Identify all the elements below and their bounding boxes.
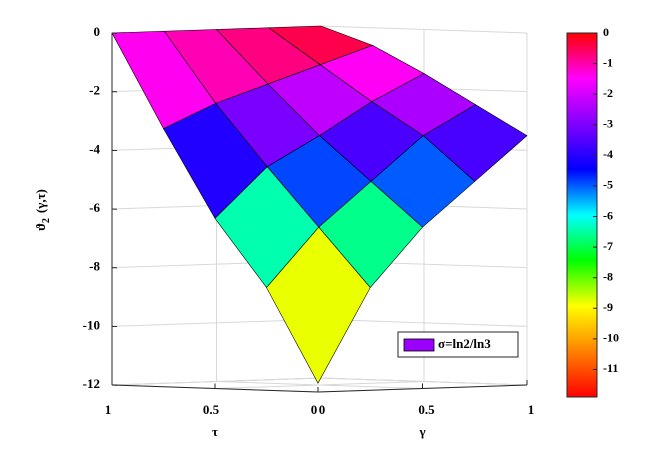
colorbar-tick-label: -5 — [603, 178, 613, 192]
z-tick-label: -2 — [89, 83, 100, 98]
colorbar-tick-label: -11 — [603, 361, 618, 375]
z-label-symbol: ϑ — [33, 223, 48, 231]
grid-line — [214, 381, 425, 389]
y-tick-label: 1 — [105, 402, 112, 417]
z-label-subscript: 2 — [41, 218, 52, 223]
legend-swatch — [403, 338, 435, 352]
colorbar-tick-label: -6 — [603, 208, 613, 222]
colorbar-tick-label: -8 — [603, 269, 613, 283]
colorbar-tick-label: -3 — [603, 117, 613, 131]
z-tick-label: -6 — [89, 200, 100, 215]
colorbar-tick-label: -4 — [603, 147, 613, 161]
x-tick-label: 0.5 — [418, 402, 435, 417]
surface — [111, 25, 528, 384]
grid-line — [111, 377, 322, 386]
z-tick-label: -8 — [89, 259, 100, 274]
z-tick-label: -10 — [83, 317, 100, 332]
z-label-args: (γ,τ) — [33, 189, 48, 213]
legend-label: σ=ln2/ln3 — [438, 336, 491, 351]
z-tick-label: 0 — [94, 24, 101, 39]
axes: 0 -2 -4 -6 -8 -10 -12 0 0.5 1 0 0.5 1 τ γ σ=ln2/ln3 — [83, 24, 535, 439]
colorbar-tick-label: 0 — [603, 25, 609, 39]
y-tick-label: 0 — [311, 402, 318, 417]
z-tick-label: -4 — [89, 141, 100, 156]
colorbar-tick-label: -2 — [603, 86, 613, 100]
colorbar-tick-label: -9 — [603, 300, 613, 314]
z-axis-label: ϑ2 (γ,τ) — [33, 189, 52, 231]
colorbar-scale — [566, 32, 598, 398]
x-tick-label: 0 — [319, 402, 326, 417]
z-tick-label: -12 — [83, 376, 100, 391]
x-tick-label: 1 — [528, 402, 535, 417]
y-tick-label: 0.5 — [203, 402, 220, 417]
colorbar-tick-label: -7 — [603, 239, 613, 253]
colorbar-tick-label: -1 — [603, 55, 613, 69]
y-axis-label: τ — [212, 424, 218, 439]
colorbar-tick-label: -10 — [603, 331, 619, 345]
colorbar: 0 -1 -2 -3 -4 -5 -6 -7 -8 -9 -10 -11 — [566, 25, 619, 398]
x-axis-label: γ — [418, 424, 425, 439]
surface-patch — [266, 226, 371, 384]
